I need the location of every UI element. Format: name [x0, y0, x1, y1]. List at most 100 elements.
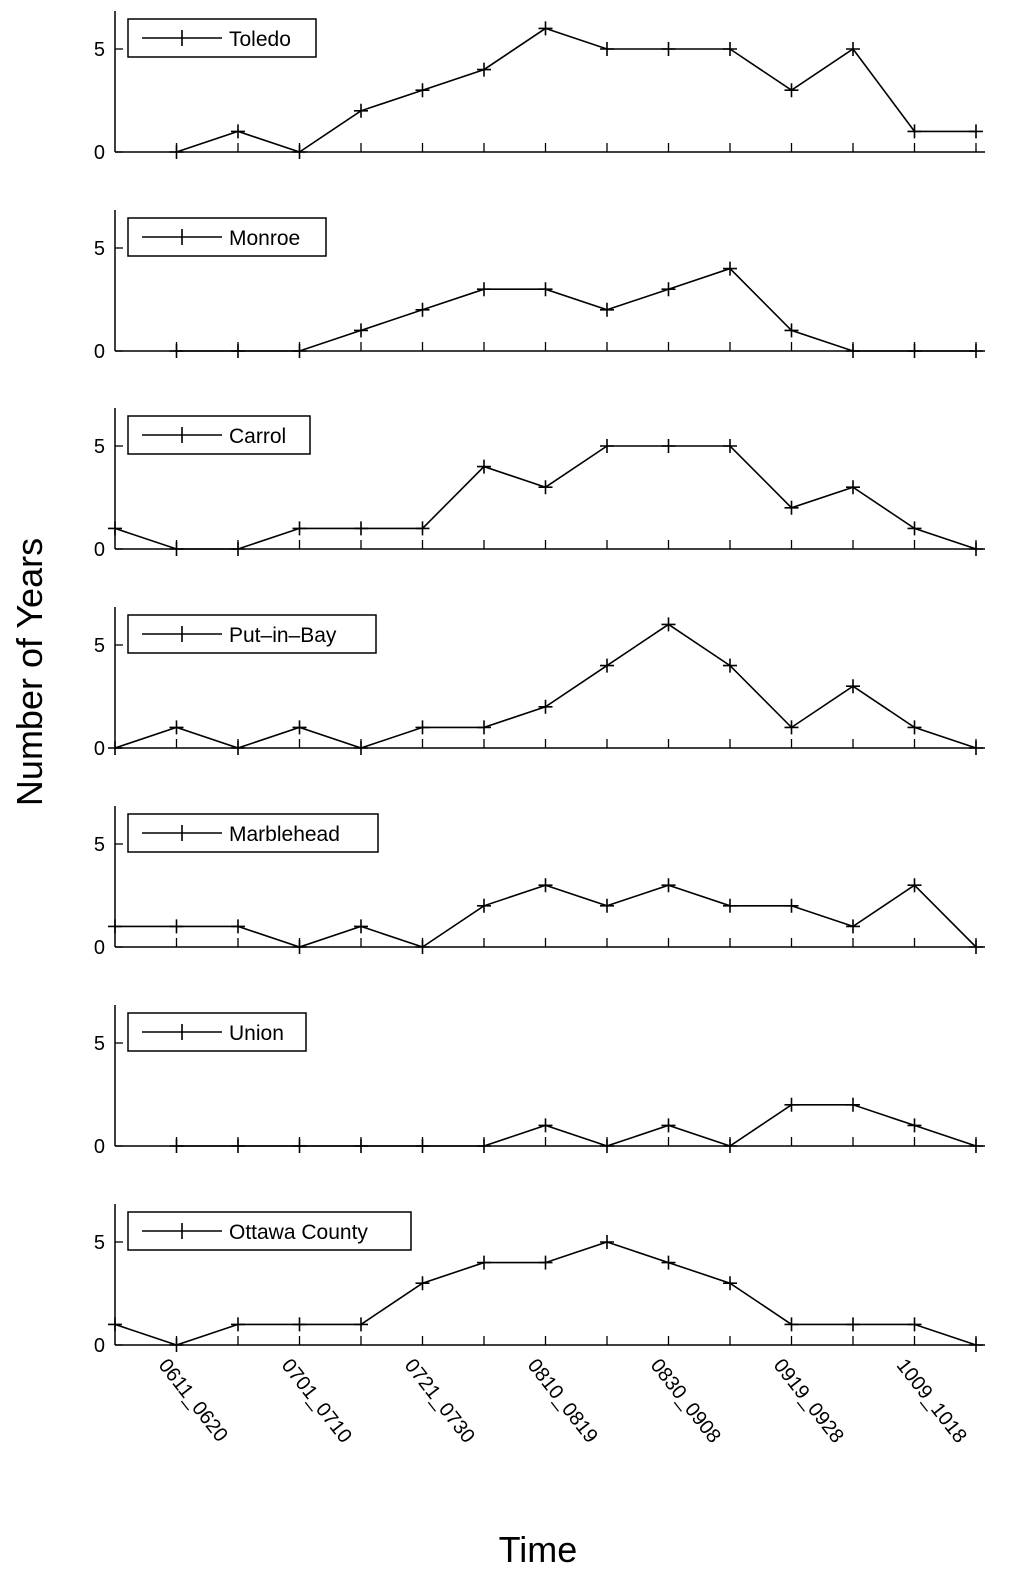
panel-union: 0 5 Union — [94, 1005, 985, 1158]
data-point-marker — [907, 344, 922, 358]
data-point-marker — [231, 124, 245, 139]
data-point-marker — [169, 344, 184, 358]
y-tick-label: 0 — [94, 1335, 105, 1357]
y-tick-label: 5 — [94, 1033, 105, 1055]
data-point-marker — [907, 720, 922, 735]
legend: Put–in–Bay — [127, 614, 377, 654]
data-point-marker — [723, 261, 737, 276]
data-point-marker — [784, 323, 799, 338]
legend-line-marker — [142, 825, 222, 841]
data-point-marker — [846, 344, 860, 358]
data-point-marker — [846, 919, 860, 934]
x-tick-labels: 0611_0620 0701_0710 0721_0730 0810_0819 0830… — [154, 1355, 971, 1447]
series-line-carrol — [114, 445, 977, 550]
y-tick-label: 5 — [94, 834, 105, 856]
data-point-marker — [969, 1139, 983, 1153]
data-point-marker — [415, 1276, 430, 1291]
data-point-marker — [784, 1317, 799, 1332]
legend-label-carrol: Carrol — [229, 425, 286, 448]
data-point-marker — [354, 1317, 368, 1332]
data-point-marker — [784, 720, 799, 735]
legend-line-marker — [142, 626, 222, 642]
data-point-marker — [108, 919, 122, 934]
x-tick-label: 0919_0928 — [769, 1355, 848, 1447]
data-point-marker — [969, 344, 983, 358]
data-point-marker — [969, 542, 983, 556]
data-point-marker — [292, 940, 307, 954]
data-point-marker — [846, 480, 860, 495]
data-point-marker — [354, 323, 368, 338]
y-tick-label: 5 — [94, 635, 105, 657]
y-tick-label: 0 — [94, 142, 105, 164]
legend-line-marker — [142, 1024, 222, 1040]
y-tick-label: 0 — [94, 937, 105, 959]
data-point-marker — [538, 1255, 553, 1270]
data-point-marker — [477, 1255, 491, 1270]
data-point-marker — [538, 21, 553, 36]
legend: Toledo — [127, 18, 317, 58]
data-point-marker — [969, 1338, 983, 1352]
legend: Union — [127, 1012, 307, 1052]
data-point-marker — [477, 62, 491, 77]
data-point-marker — [477, 898, 491, 913]
legend: Marblehead — [127, 813, 379, 853]
data-point-marker — [600, 1235, 614, 1249]
data-point-marker — [477, 1139, 491, 1153]
legend: Ottawa County — [127, 1211, 412, 1251]
data-point-marker — [292, 145, 307, 159]
data-point-marker — [661, 1255, 676, 1270]
data-point-marker — [292, 720, 307, 735]
legend-label-monroe: Monroe — [229, 227, 300, 250]
data-point-marker — [784, 500, 799, 515]
data-point-marker — [169, 1139, 184, 1153]
data-point-marker — [415, 1139, 430, 1153]
data-point-marker — [600, 898, 614, 913]
data-point-marker — [907, 878, 922, 893]
data-point-marker — [108, 521, 122, 536]
series-line-union — [176, 1104, 977, 1147]
data-point-marker — [846, 1317, 860, 1332]
x-tick-label: 0611_0620 — [154, 1355, 232, 1446]
data-point-marker — [231, 741, 245, 755]
y-tick-label: 5 — [94, 1232, 105, 1254]
data-point-marker — [538, 878, 553, 893]
data-point-marker — [415, 521, 430, 536]
data-point-marker — [292, 1139, 307, 1153]
series-line-marblehead — [115, 884, 977, 948]
x-tick-label: 0721_0730 — [400, 1355, 479, 1447]
data-point-marker — [169, 919, 184, 934]
data-point-marker — [661, 282, 676, 297]
data-point-marker — [600, 1139, 614, 1153]
y-tick-label: 0 — [94, 738, 105, 760]
data-point-marker — [723, 439, 737, 453]
series-line-toledo — [176, 27, 976, 153]
data-point-marker — [907, 1118, 922, 1133]
x-tick-label: 0810_0819 — [523, 1355, 602, 1447]
data-point-marker — [354, 103, 368, 118]
data-point-marker — [169, 542, 184, 556]
data-point-marker — [723, 42, 737, 56]
legend-label-toledo: Toledo — [229, 28, 291, 51]
data-point-marker — [231, 344, 245, 358]
y-axis-title: Number of Years — [9, 538, 50, 806]
data-point-marker — [969, 741, 983, 755]
y-tick-label: 0 — [94, 539, 105, 561]
panel-monroe: 0 5 Monroe — [94, 210, 985, 363]
data-point-marker — [169, 145, 184, 159]
legend-line-marker — [142, 1223, 222, 1239]
data-point-marker — [538, 480, 553, 495]
data-point-marker — [415, 720, 430, 735]
data-point-marker — [354, 1139, 368, 1153]
data-point-marker — [846, 679, 860, 694]
panel-ottawa-county: 0 5 Ottawa County — [94, 1204, 985, 1357]
panel-toledo: 0 5 Toledo — [94, 11, 985, 164]
y-tick-label: 0 — [94, 1136, 105, 1158]
data-point-marker — [354, 919, 368, 934]
data-point-marker — [600, 439, 614, 453]
data-point-marker — [292, 521, 307, 536]
data-point-marker — [231, 1139, 245, 1153]
series-line-monroe — [176, 267, 976, 352]
data-point-marker — [538, 282, 553, 297]
legend-label-ottawa-county: Ottawa County — [229, 1221, 368, 1244]
